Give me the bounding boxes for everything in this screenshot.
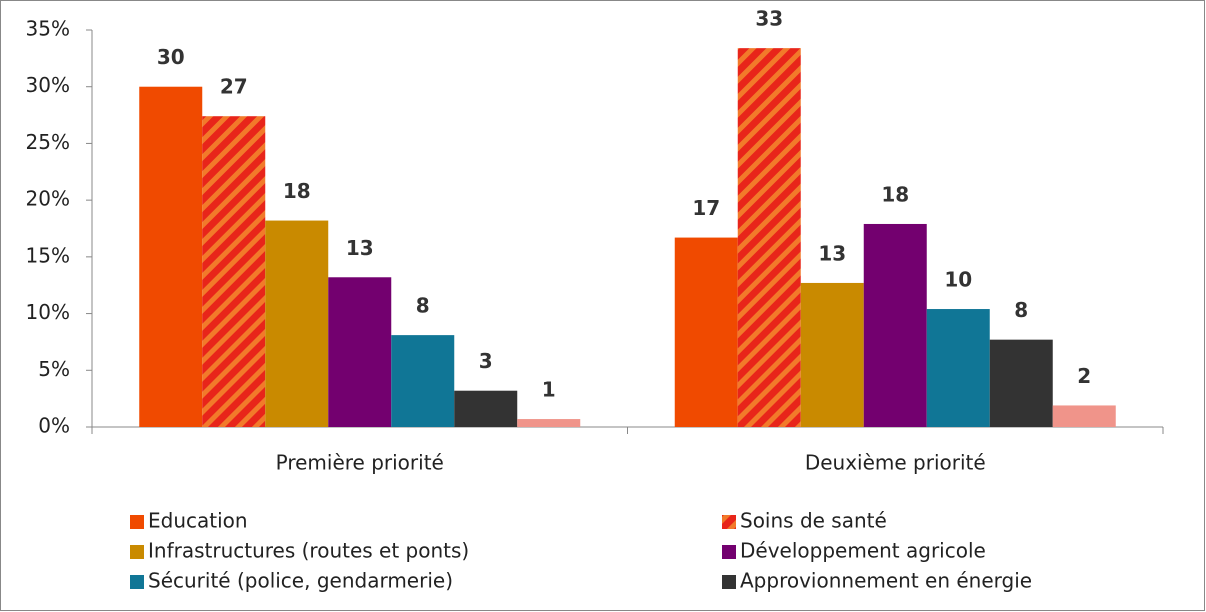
data-label: 3 [479, 349, 493, 373]
legend-label: Infrastructures (routes et ponts) [148, 539, 469, 563]
bar [265, 220, 329, 427]
bar [737, 48, 801, 428]
legend-swatch [130, 515, 144, 529]
data-label: 10 [944, 268, 972, 292]
x-tick-label: Deuxième priorité [805, 451, 986, 475]
bar [989, 339, 1053, 427]
y-tick-label: 30% [26, 73, 70, 97]
legend-label: Soins de santé [740, 509, 887, 533]
data-label: 13 [346, 236, 374, 260]
data-label: 33 [755, 7, 783, 31]
legend-swatch [722, 575, 736, 589]
y-tick-label: 0% [38, 414, 70, 438]
legend-label: Approvionnement en énergie [740, 569, 1032, 593]
data-label: 8 [416, 294, 430, 318]
y-tick-label: 10% [26, 300, 70, 324]
y-tick-label: 20% [26, 187, 70, 211]
data-label: 2 [1077, 364, 1091, 388]
legend-swatch [722, 515, 736, 529]
data-label: 18 [283, 179, 311, 203]
bar [926, 309, 990, 427]
bar [674, 237, 738, 427]
legend-swatch [130, 575, 144, 589]
x-tick-label: Première priorité [276, 451, 444, 475]
data-label: 17 [692, 196, 720, 220]
legend-swatch [130, 545, 144, 559]
bar [139, 86, 203, 427]
legend-label: Education [148, 509, 248, 533]
bar [391, 335, 455, 427]
bar [517, 419, 581, 427]
data-label: 30 [157, 45, 185, 69]
bar [328, 277, 392, 427]
bar [1052, 405, 1116, 427]
data-label: 8 [1014, 298, 1028, 322]
data-label: 27 [220, 75, 248, 99]
bar [800, 282, 864, 427]
legend-swatch [722, 545, 736, 559]
y-tick-label: 5% [38, 357, 70, 381]
legend-label: Développement agricole [740, 539, 986, 563]
y-tick-label: 25% [26, 130, 70, 154]
bar [454, 390, 518, 427]
data-label: 13 [818, 241, 846, 265]
bar [202, 116, 266, 427]
bar [863, 223, 927, 427]
legend-label: Sécurité (police, gendarmerie) [148, 569, 453, 593]
data-label: 18 [881, 182, 909, 206]
y-tick-label: 35% [26, 17, 70, 41]
y-tick-label: 15% [26, 243, 70, 267]
data-label: 1 [542, 378, 556, 402]
